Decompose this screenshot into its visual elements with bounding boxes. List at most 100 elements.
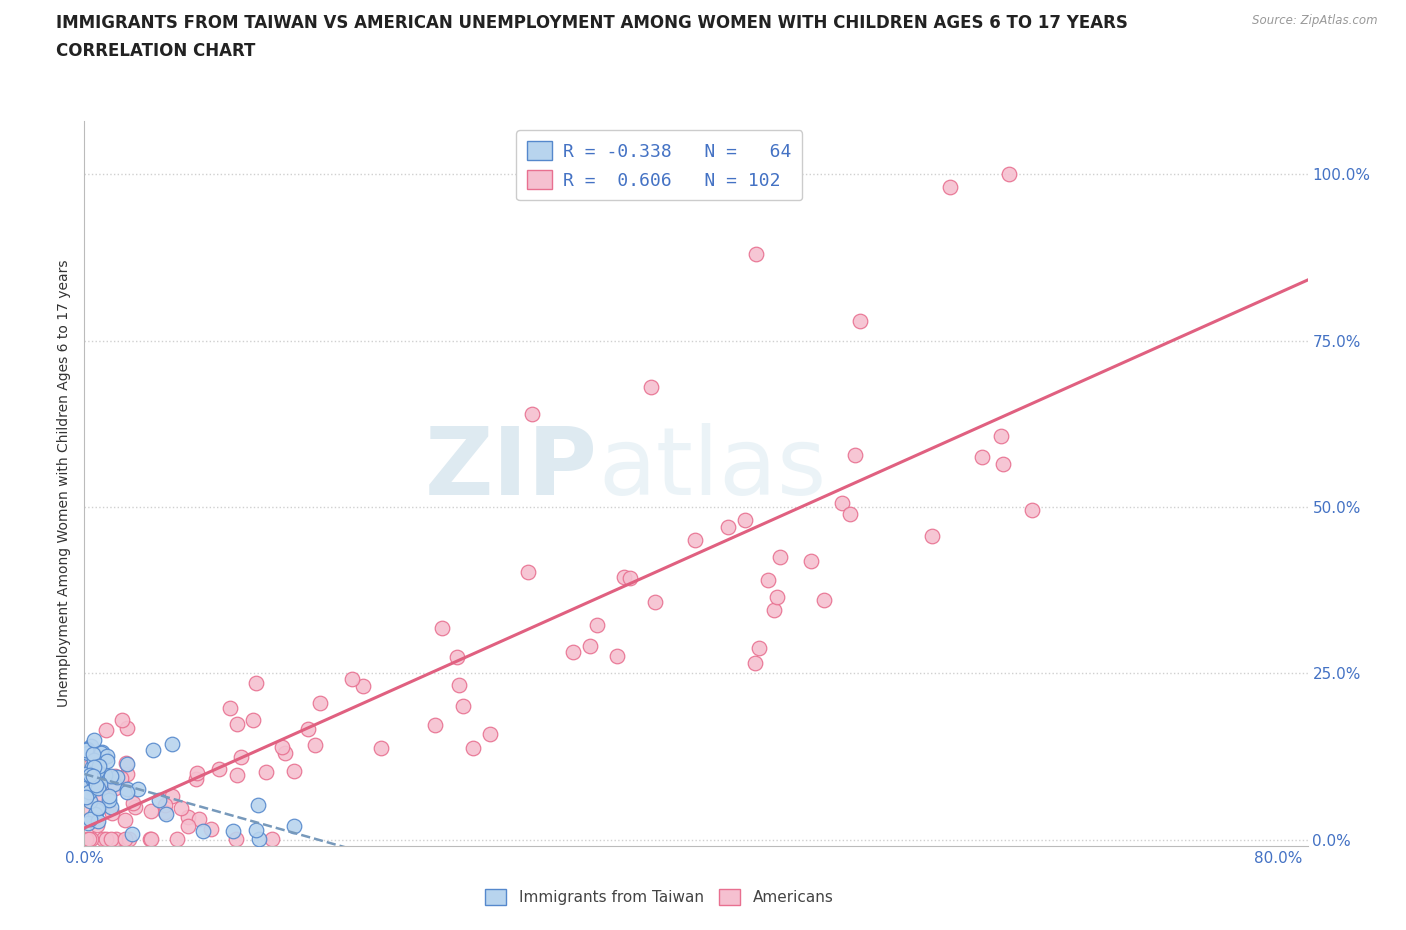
Point <box>744 246 766 261</box>
Point <box>225 831 247 846</box>
Point <box>561 644 583 659</box>
Text: Source: ZipAtlas.com: Source: ZipAtlas.com <box>1253 14 1378 27</box>
Point <box>200 821 222 836</box>
Point <box>352 679 374 694</box>
Point <box>110 770 132 785</box>
Point <box>100 768 122 783</box>
Legend: Immigrants from Taiwan, Americans: Immigrants from Taiwan, Americans <box>479 883 839 911</box>
Point <box>800 553 823 568</box>
Point <box>91 831 114 846</box>
Point <box>79 831 101 846</box>
Point <box>844 447 866 462</box>
Point <box>104 831 127 846</box>
Point <box>245 822 267 837</box>
Point <box>97 789 120 804</box>
Point <box>274 745 297 760</box>
Point <box>370 740 392 755</box>
Point <box>613 569 636 584</box>
Point <box>153 797 176 812</box>
Point <box>103 777 125 791</box>
Point <box>769 550 792 565</box>
Point <box>998 166 1021 181</box>
Point <box>222 824 245 839</box>
Point <box>124 799 146 814</box>
Point <box>446 649 468 664</box>
Point <box>838 507 860 522</box>
Point <box>449 678 471 693</box>
Point <box>84 765 107 780</box>
Point <box>423 717 446 732</box>
Point <box>82 772 104 787</box>
Point <box>75 743 97 758</box>
Point <box>77 816 100 830</box>
Point <box>226 717 249 732</box>
Point <box>115 766 138 781</box>
Point <box>226 767 249 782</box>
Point <box>96 749 118 764</box>
Point <box>117 831 139 846</box>
Point <box>75 785 97 800</box>
Point <box>83 760 105 775</box>
Point <box>77 785 100 800</box>
Point <box>148 792 170 807</box>
Point <box>100 831 122 846</box>
Point <box>82 759 104 774</box>
Point <box>84 777 107 792</box>
Point <box>115 756 138 771</box>
Point <box>91 773 114 788</box>
Point <box>114 831 136 846</box>
Point <box>93 768 115 783</box>
Point <box>187 812 209 827</box>
Point <box>87 813 110 828</box>
Text: atlas: atlas <box>598 423 827 515</box>
Point <box>80 738 103 753</box>
Point <box>117 785 139 800</box>
Point <box>254 765 277 780</box>
Point <box>249 831 271 846</box>
Point <box>813 592 835 607</box>
Point <box>242 712 264 727</box>
Point <box>640 379 662 394</box>
Point <box>153 804 176 819</box>
Point <box>309 695 332 710</box>
Point <box>520 406 543 421</box>
Point <box>122 796 145 811</box>
Point <box>86 780 108 795</box>
Point <box>245 675 267 690</box>
Point <box>1021 502 1043 517</box>
Point <box>114 812 136 827</box>
Point <box>77 745 100 760</box>
Point <box>270 739 292 754</box>
Point <box>849 313 872 328</box>
Point <box>516 565 538 579</box>
Point <box>79 812 101 827</box>
Point <box>91 744 114 759</box>
Point <box>921 528 943 543</box>
Point <box>683 533 706 548</box>
Point <box>94 831 117 846</box>
Point <box>756 572 779 587</box>
Point <box>619 570 641 585</box>
Point <box>186 765 208 780</box>
Point <box>75 784 97 799</box>
Point <box>717 520 740 535</box>
Point <box>82 768 104 783</box>
Point <box>110 712 132 727</box>
Point <box>83 752 105 767</box>
Point <box>86 772 108 787</box>
Point <box>160 737 183 751</box>
Point <box>82 747 104 762</box>
Point <box>304 737 326 752</box>
Point <box>86 803 108 817</box>
Point <box>463 740 485 755</box>
Point <box>75 831 97 846</box>
Point <box>991 456 1014 471</box>
Point <box>104 769 127 784</box>
Point <box>75 800 97 815</box>
Point <box>734 512 756 527</box>
Point <box>219 700 242 715</box>
Point <box>76 742 98 757</box>
Point <box>990 429 1012 444</box>
Point <box>208 762 231 777</box>
Point <box>100 799 122 814</box>
